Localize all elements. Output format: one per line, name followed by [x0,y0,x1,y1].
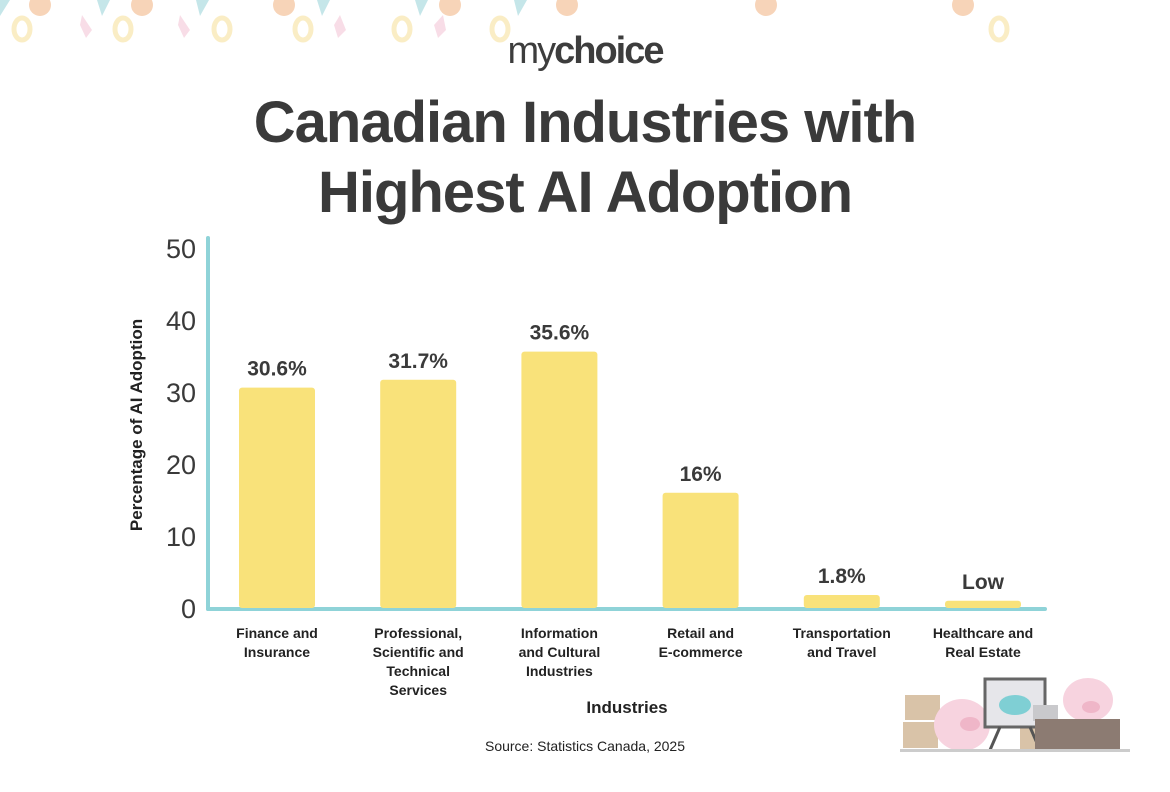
y-tick-label: 30 [166,378,196,408]
x-tick-label-line: Insurance [244,644,310,660]
bar [945,600,1021,608]
data-label: Low [962,571,1005,594]
title-line-1: Canadian Industries with [253,90,917,155]
x-tick-label-line: Services [389,682,447,698]
bar [380,379,457,608]
data-label: 16% [680,463,722,486]
data-label: 30.6% [247,358,307,381]
data-label: 35.6% [530,322,590,345]
x-tick-label-line: Industries [526,663,593,679]
x-tick-label-line: Scientific and [373,644,464,660]
pig-mascot-illustration [900,677,1130,752]
x-tick-label: Finance and Insurance [236,625,318,660]
data-label: 31.7% [388,350,448,373]
y-axis-title: Percentage of AI Adoption [127,319,146,531]
y-tick-label: 0 [181,594,196,624]
x-tick-label: Healthcare and Real Estate [933,625,1033,660]
x-tick-label-line: E-commerce [659,644,743,660]
y-tick-label: 50 [166,234,196,264]
x-tick-label-line: Retail and [667,625,734,641]
x-axis-title: Industries [586,698,667,717]
title-line-2: Highest AI Adoption [317,160,853,225]
y-tick-label: 40 [166,306,196,336]
bar [239,387,315,608]
y-tick-label: 20 [166,450,196,480]
bar [662,492,739,608]
y-tick-label: 10 [166,522,196,552]
confetti-decoration [0,0,1010,43]
x-tick-label-line: Transportation [793,625,891,641]
x-tick-label: Transportation and Travel [793,625,891,660]
x-tick-label-line: Finance and [236,625,318,641]
mychoice-logo: mychoice [507,30,664,72]
source-note: Source: Statistics Canada, 2025 [484,738,685,754]
x-tick-label-line: Information [521,625,598,641]
x-tick-label: Information and Cultural Industries [519,625,601,679]
x-tick-label-line: and Cultural [519,644,601,660]
x-tick-label-line: Technical [386,663,450,679]
chart-title: Canadian Industries with Highest AI Adop… [0,88,1170,228]
x-tick-label: Retail and E-commerce [659,625,743,660]
x-tick-label-line: Real Estate [945,644,1021,660]
bar [803,595,880,608]
bar [521,351,598,608]
x-tick-label-line: and Travel [807,644,876,660]
x-tick-label-line: Healthcare and [933,625,1033,641]
x-tick-label: Professional, Scientific and Technical Serv… [373,625,464,698]
data-label: 1.8% [818,565,866,588]
x-tick-label-line: Professional, [374,625,462,641]
